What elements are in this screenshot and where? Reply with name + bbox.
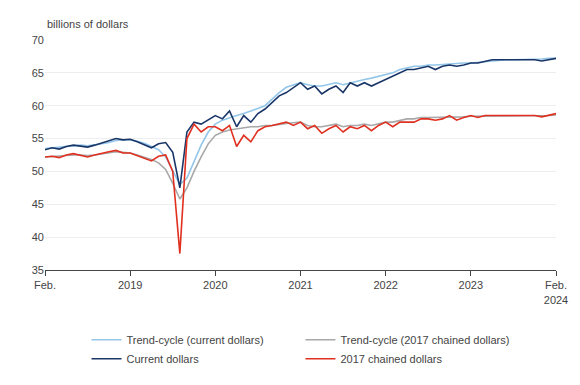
svg-text:60: 60 (32, 100, 44, 112)
svg-text:2017 chained dollars: 2017 chained dollars (340, 353, 442, 365)
svg-text:65: 65 (32, 67, 44, 79)
svg-text:70: 70 (32, 34, 44, 46)
svg-text:Trend-cycle (current dollars): Trend-cycle (current dollars) (127, 334, 264, 346)
svg-text:40: 40 (32, 231, 44, 243)
svg-text:50: 50 (32, 165, 44, 177)
svg-text:2020: 2020 (203, 279, 227, 291)
svg-text:35: 35 (32, 264, 44, 276)
svg-text:55: 55 (32, 132, 44, 144)
svg-text:Feb.2024: Feb.2024 (544, 279, 568, 305)
svg-text:billions of dollars: billions of dollars (47, 18, 129, 30)
svg-text:2021: 2021 (288, 279, 312, 291)
svg-text:2023: 2023 (459, 279, 483, 291)
svg-text:Trend-cycle (2017 chained doll: Trend-cycle (2017 chained dollars) (340, 334, 509, 346)
svg-text:45: 45 (32, 198, 44, 210)
svg-text:Current dollars: Current dollars (127, 353, 200, 365)
svg-text:Feb.: Feb. (34, 279, 56, 291)
svg-text:2022: 2022 (373, 279, 397, 291)
svg-text:2019: 2019 (118, 279, 142, 291)
